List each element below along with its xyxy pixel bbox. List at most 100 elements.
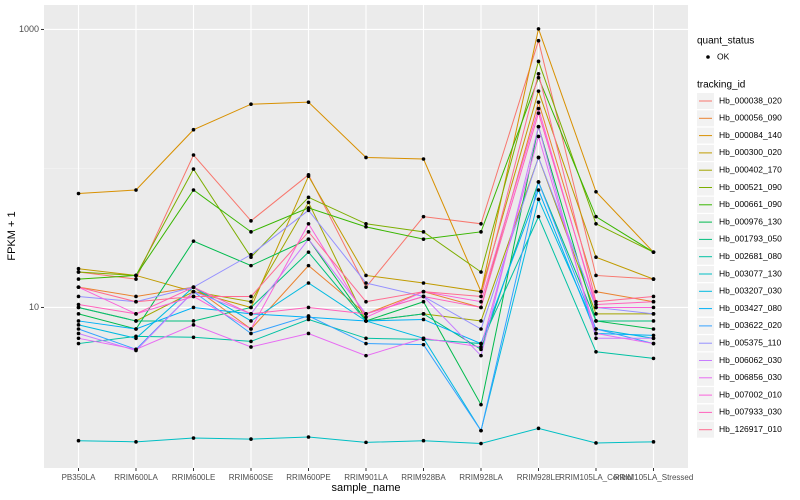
x-tick-label: RRIM600PE bbox=[286, 473, 330, 482]
point bbox=[594, 214, 598, 219]
point bbox=[249, 255, 253, 259]
point bbox=[421, 230, 426, 234]
point bbox=[364, 281, 368, 285]
legend-label: Hb_005375_110 bbox=[719, 337, 782, 347]
point bbox=[134, 273, 138, 278]
legend-label: Hb_007002_010 bbox=[719, 389, 782, 399]
point bbox=[479, 270, 483, 274]
point bbox=[364, 299, 368, 304]
x-tick-label: RRIM928LA bbox=[459, 473, 503, 482]
point bbox=[249, 319, 253, 323]
point bbox=[536, 100, 541, 104]
point bbox=[651, 341, 656, 346]
point bbox=[134, 319, 138, 323]
point bbox=[536, 111, 541, 115]
point bbox=[76, 277, 81, 281]
point bbox=[191, 323, 196, 327]
point bbox=[306, 174, 311, 178]
point bbox=[479, 221, 483, 226]
point bbox=[249, 263, 253, 268]
point bbox=[249, 219, 253, 223]
point bbox=[134, 299, 138, 304]
legend-label: Hb_003622_020 bbox=[719, 320, 782, 330]
point bbox=[76, 302, 81, 307]
x-tick-label: RRIM928LE bbox=[517, 473, 561, 482]
point bbox=[76, 191, 81, 196]
point bbox=[421, 336, 426, 341]
legend-label: Hb_000300_020 bbox=[719, 147, 782, 157]
point bbox=[479, 289, 483, 294]
legend-label: OK bbox=[717, 51, 730, 61]
point bbox=[191, 305, 196, 310]
point bbox=[249, 339, 253, 344]
point bbox=[594, 336, 598, 341]
point bbox=[536, 27, 541, 31]
x-tick-label: RRIM600SE bbox=[229, 473, 273, 482]
point bbox=[594, 319, 598, 323]
point bbox=[134, 188, 138, 192]
point bbox=[479, 319, 483, 323]
y-tick-label: 1000 bbox=[19, 24, 39, 34]
point bbox=[306, 100, 311, 104]
point bbox=[306, 250, 311, 254]
point bbox=[249, 327, 253, 331]
point bbox=[134, 336, 138, 341]
legend-label: Hb_001793_050 bbox=[719, 234, 782, 244]
legend-label: Hb_003427_080 bbox=[719, 303, 782, 313]
x-tick-label: RRIM928BA bbox=[401, 473, 446, 482]
point bbox=[364, 341, 368, 346]
point bbox=[594, 273, 598, 278]
point bbox=[479, 428, 483, 433]
point bbox=[191, 289, 196, 294]
point bbox=[421, 237, 426, 241]
point bbox=[651, 312, 656, 316]
point bbox=[306, 314, 311, 318]
point bbox=[249, 437, 253, 441]
point bbox=[651, 327, 656, 331]
point bbox=[536, 188, 541, 192]
legend-title: tracking_id bbox=[697, 80, 745, 91]
point bbox=[76, 336, 81, 341]
point bbox=[651, 440, 656, 444]
point bbox=[76, 312, 81, 316]
point bbox=[364, 440, 368, 445]
point bbox=[594, 305, 598, 310]
point bbox=[249, 299, 253, 304]
legend-label: Hb_000521_090 bbox=[719, 182, 782, 192]
point bbox=[76, 285, 81, 289]
point bbox=[421, 157, 426, 161]
legend-label: Hb_003077_130 bbox=[719, 268, 782, 278]
point bbox=[594, 299, 598, 304]
point bbox=[76, 438, 81, 443]
point bbox=[364, 353, 368, 358]
point bbox=[191, 188, 196, 192]
point bbox=[249, 312, 253, 316]
point bbox=[191, 319, 196, 323]
point bbox=[306, 221, 311, 226]
point bbox=[76, 327, 81, 331]
point bbox=[364, 273, 368, 278]
point bbox=[536, 71, 541, 76]
point bbox=[306, 281, 311, 285]
point bbox=[421, 214, 426, 219]
point bbox=[134, 312, 138, 316]
point bbox=[479, 353, 483, 358]
point bbox=[134, 294, 138, 299]
point bbox=[76, 323, 81, 327]
point bbox=[479, 299, 483, 304]
legend-title: quant_status bbox=[697, 36, 754, 47]
y-tick-label: 10 bbox=[29, 302, 39, 312]
point bbox=[421, 438, 426, 443]
point bbox=[594, 331, 598, 336]
point bbox=[536, 197, 541, 202]
point bbox=[306, 200, 311, 205]
point bbox=[249, 305, 253, 310]
point bbox=[651, 305, 656, 310]
point bbox=[306, 230, 311, 234]
point bbox=[536, 75, 541, 80]
point bbox=[594, 189, 598, 194]
point bbox=[76, 266, 81, 271]
legend-label: Hb_006856_030 bbox=[719, 372, 782, 382]
x-tick-label: PB350LA bbox=[62, 473, 96, 482]
point bbox=[76, 341, 81, 346]
